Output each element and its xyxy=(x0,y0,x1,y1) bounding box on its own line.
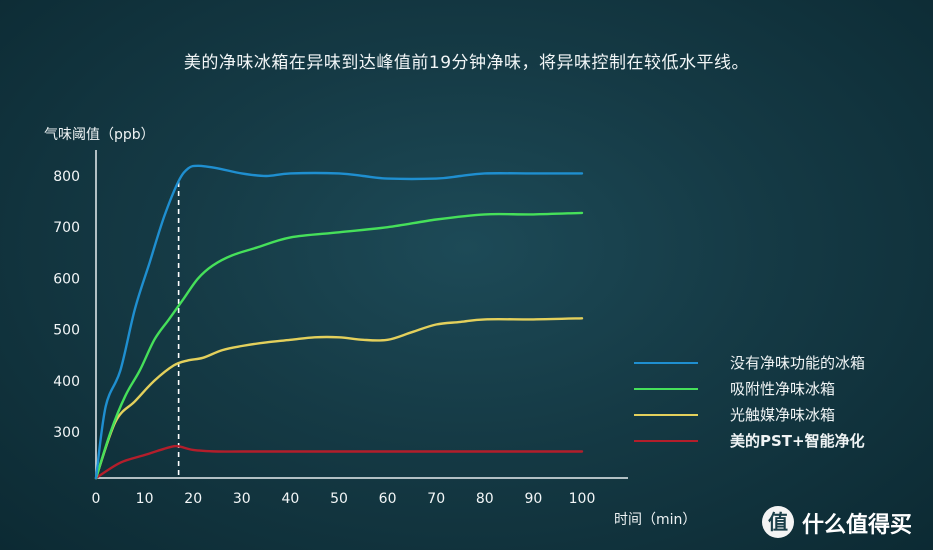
x-tick-label: 10 xyxy=(136,491,154,507)
series-line xyxy=(94,444,584,480)
series-line xyxy=(94,317,584,480)
x-tick-label: 100 xyxy=(569,491,596,507)
x-tick-label: 30 xyxy=(233,491,251,507)
watermark-text: 什么值得买 xyxy=(802,513,913,538)
x-axis-label: 时间（min） xyxy=(614,512,697,528)
x-tick-label: 20 xyxy=(184,491,202,507)
chart-headline: 美的净味冰箱在异味到达峰值前19分钟净味，将异味控制在较低水平线。 xyxy=(183,53,750,73)
y-tick-label: 400 xyxy=(53,374,80,390)
chart-ticks: 0 10 20 30 40 50 60 70 80 90 100 300 400 500 600 700 800 xyxy=(53,169,595,507)
x-tick-label: 90 xyxy=(524,491,542,507)
legend-swatch xyxy=(634,362,698,364)
x-tick-label: 60 xyxy=(379,491,397,507)
legend-swatch xyxy=(634,388,698,390)
series-line xyxy=(94,211,584,480)
y-tick-label: 600 xyxy=(53,271,80,287)
legend-label: 光触媒净味冰箱 xyxy=(730,406,836,424)
x-tick-label: 0 xyxy=(92,491,101,507)
x-tick-label: 80 xyxy=(476,491,494,507)
legend-label: 吸附性净味冰箱 xyxy=(730,380,836,398)
legend-label: 美的PST+智能净化 xyxy=(730,432,865,450)
chart-axes xyxy=(95,150,628,479)
y-axis-label: 气味阈值（ppb） xyxy=(44,127,155,143)
y-tick-label: 800 xyxy=(53,169,80,185)
x-tick-label: 70 xyxy=(427,491,445,507)
chart-series xyxy=(94,164,584,480)
legend-label: 没有净味功能的冰箱 xyxy=(730,354,866,372)
y-tick-label: 300 xyxy=(53,425,80,441)
y-tick-label: 500 xyxy=(53,323,80,339)
x-tick-label: 40 xyxy=(281,491,299,507)
series-line xyxy=(94,164,584,480)
x-tick-label: 50 xyxy=(330,491,348,507)
watermark-logo-icon: 值 xyxy=(762,506,794,538)
y-tick-label: 700 xyxy=(53,220,80,236)
legend-swatch xyxy=(634,440,698,442)
legend-swatch xyxy=(634,414,698,416)
